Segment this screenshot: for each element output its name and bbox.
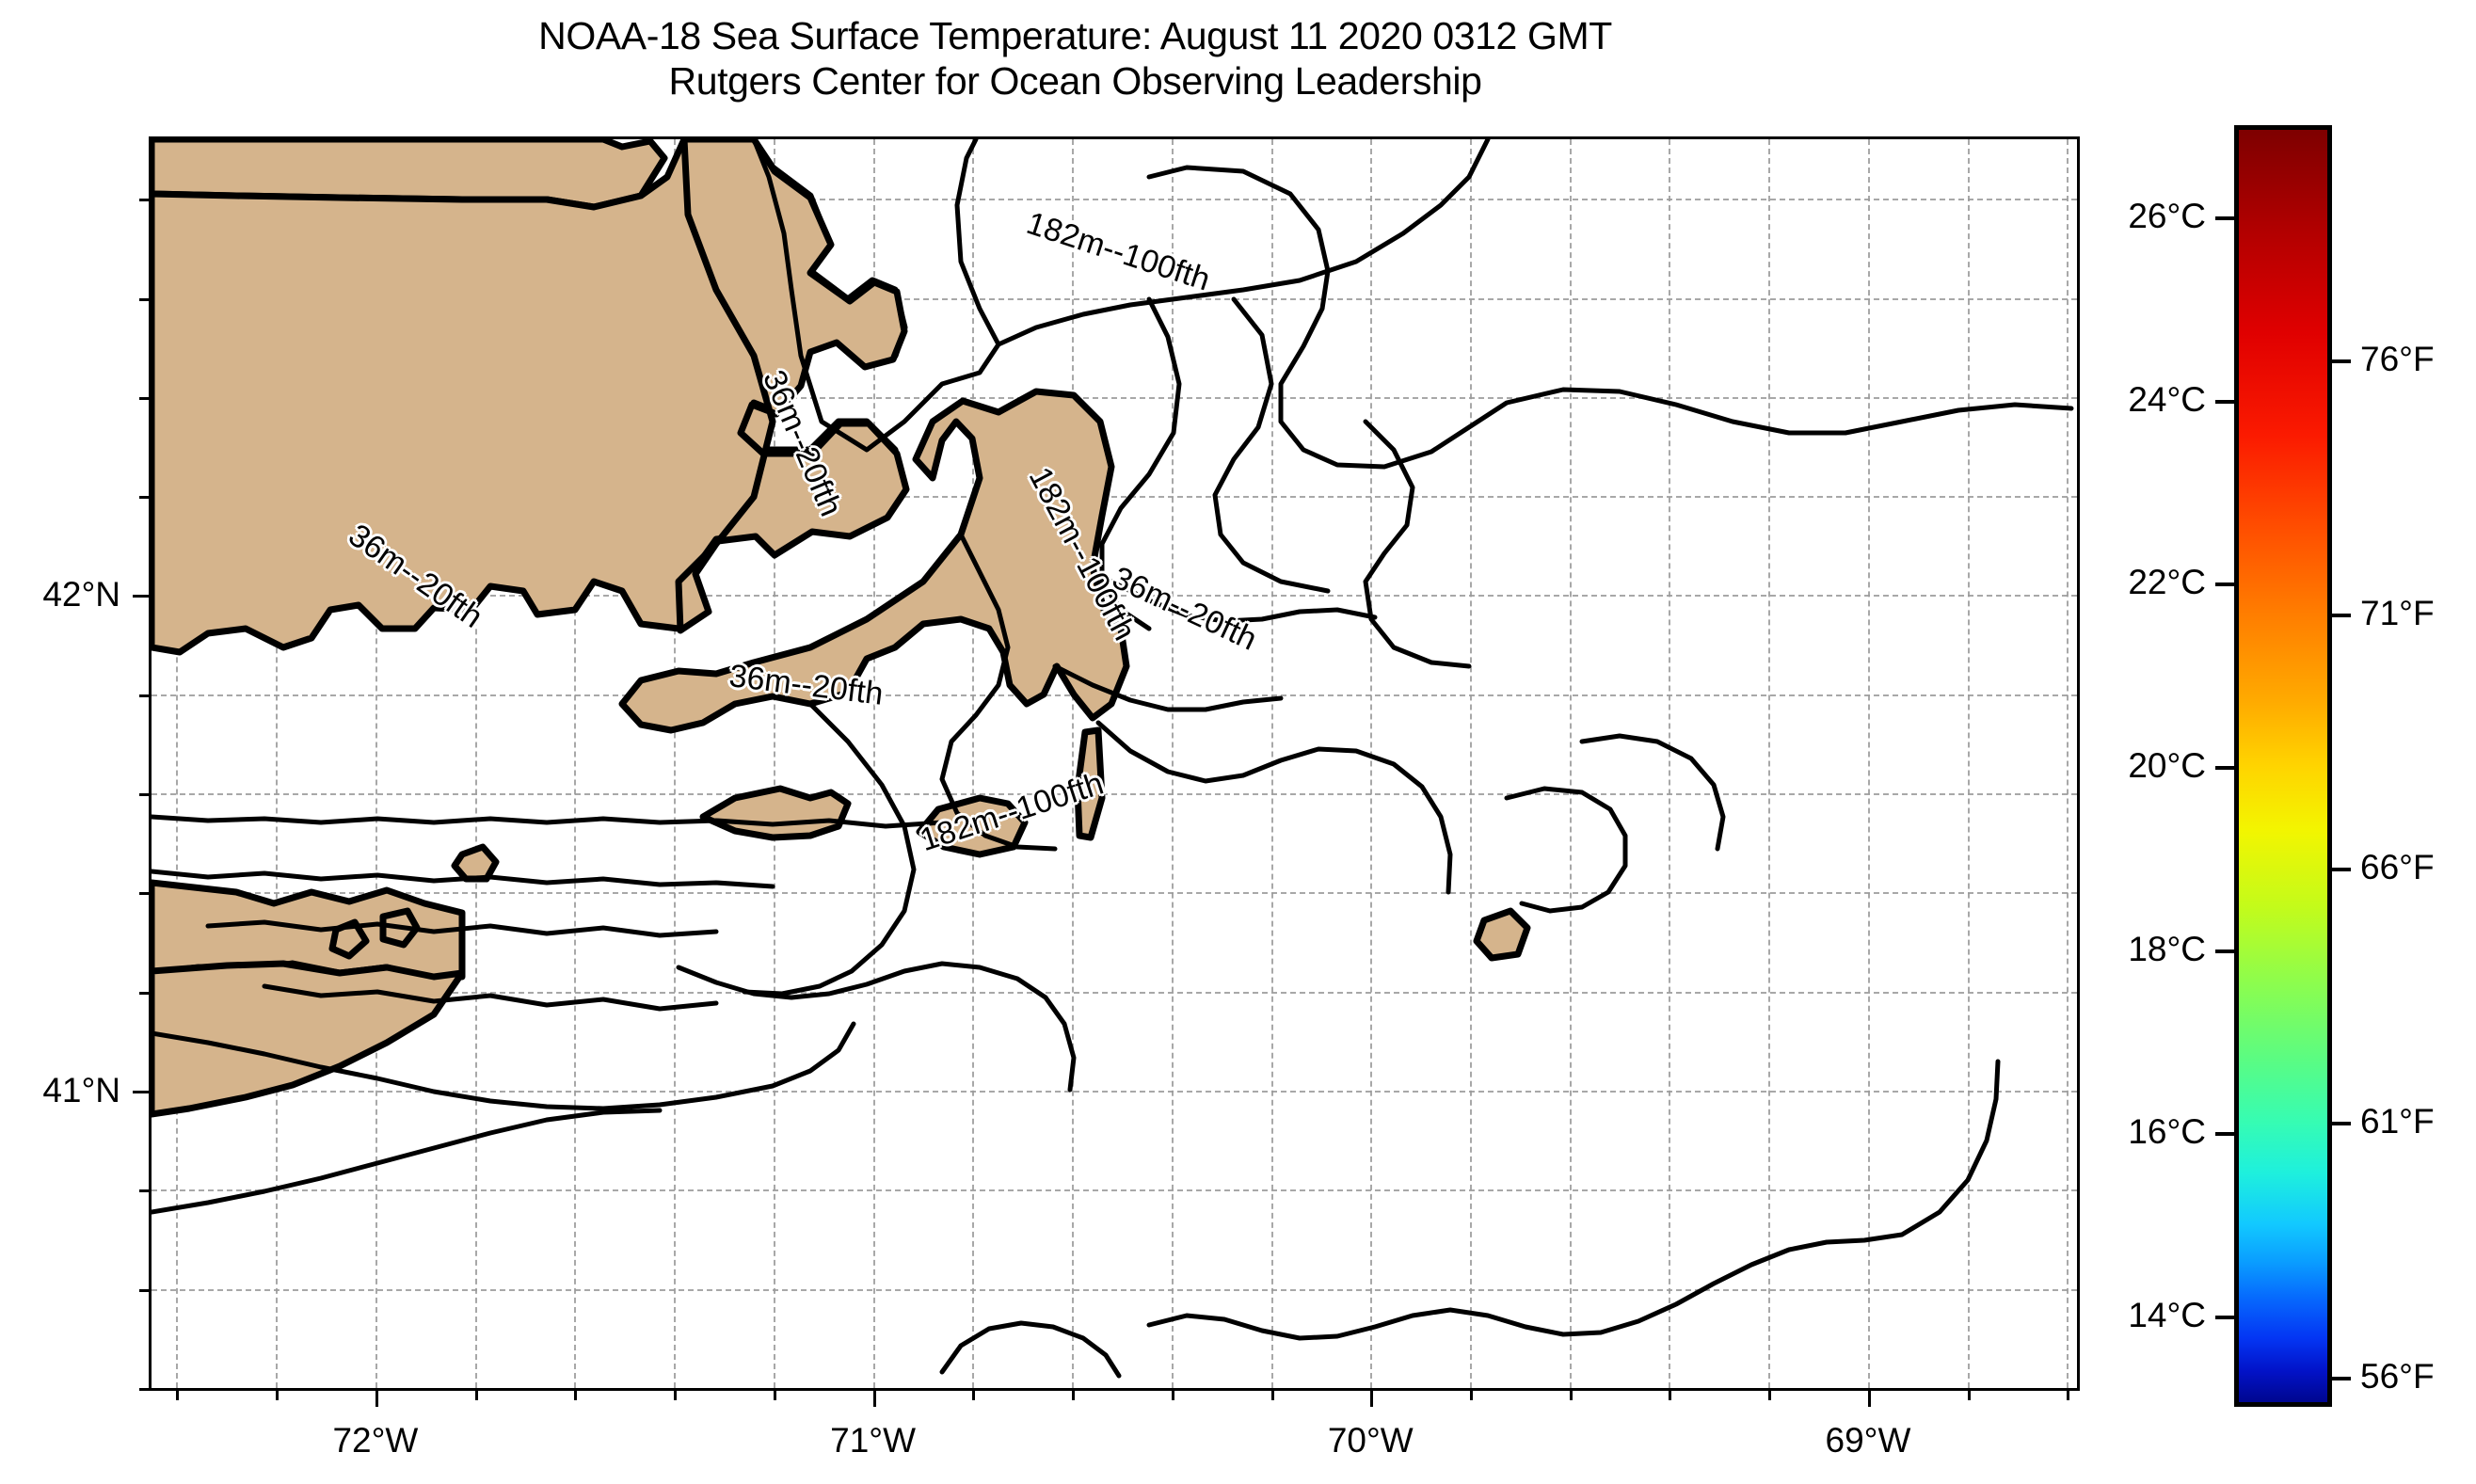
colorbar-label-celsius: 22°C: [2128, 563, 2206, 602]
x-axis-label: 71°W: [830, 1421, 917, 1460]
title-line-2: Rutgers Center for Ocean Observing Leade…: [668, 59, 1482, 103]
land-mask: [152, 139, 1531, 1118]
y-axis-major-tick: [133, 1091, 149, 1094]
y-axis-minor-tick: [139, 1189, 149, 1193]
map-canvas: 182m--100fth 182m--100fth 36m--20fth 36m--2…: [152, 139, 2077, 1388]
x-axis-major-tick: [872, 1391, 876, 1407]
colorbar-tick-fahrenheit: [2332, 868, 2351, 872]
figure-title: NOAA-18 Sea Surface Temperature: August …: [0, 13, 2150, 104]
y-axis-minor-tick: [139, 694, 149, 697]
colorbar-tick-celsius: [2215, 582, 2234, 587]
colorbar-tick-celsius: [2215, 766, 2234, 770]
x-axis-minor-tick: [1669, 1391, 1672, 1400]
y-axis-minor-tick: [139, 991, 149, 995]
map-axes[interactable]: 182m--100fth 182m--100fth 36m--20fth 36m--2…: [149, 136, 2080, 1391]
colorbar-label-celsius: 16°C: [2128, 1112, 2206, 1152]
y-axis-label: 42°N: [42, 575, 120, 614]
bathymetry-contours: [152, 139, 2074, 1379]
colorbar-tick-fahrenheit: [2332, 1122, 2351, 1126]
y-axis-minor-tick: [139, 1388, 149, 1391]
x-axis-minor-tick: [1470, 1391, 1473, 1400]
title-line-1: NOAA-18 Sea Surface Temperature: August …: [538, 14, 1612, 57]
x-axis-minor-tick: [773, 1391, 776, 1400]
colorbar-label-fahrenheit: 76°F: [2360, 339, 2435, 378]
x-axis-label: 69°W: [1825, 1421, 1911, 1460]
y-axis-major-tick: [133, 595, 149, 598]
y-axis-minor-tick: [139, 892, 149, 896]
colorbar-tick-celsius: [2215, 949, 2234, 953]
y-axis-minor-tick: [139, 199, 149, 202]
colorbar-label-celsius: 14°C: [2128, 1295, 2206, 1334]
x-axis-minor-tick: [1270, 1391, 1274, 1400]
x-axis-label: 72°W: [332, 1421, 419, 1460]
x-axis-minor-tick: [1569, 1391, 1573, 1400]
coastline-bathymetry-svg: [152, 139, 2074, 1379]
y-axis-minor-tick: [139, 396, 149, 400]
colorbar-label-fahrenheit: 66°F: [2360, 848, 2435, 887]
y-axis-minor-tick: [139, 496, 149, 500]
x-axis-major-tick: [1867, 1391, 1871, 1407]
colorbar-tick-celsius: [2215, 399, 2234, 404]
colorbar-label-celsius: 24°C: [2128, 379, 2206, 419]
colorbar-label-fahrenheit: 71°F: [2360, 593, 2435, 632]
colorbar-label-fahrenheit: 61°F: [2360, 1102, 2435, 1141]
colorbar[interactable]: 26°C 24°C 22°C 20°C 18°C 16°C 14°C 76°F 71°F 66°F…: [2128, 125, 2435, 1407]
colorbar-label-fahrenheit: 56°F: [2360, 1356, 2435, 1396]
x-axis-label: 70°W: [1327, 1421, 1414, 1460]
x-axis-minor-tick: [474, 1391, 478, 1400]
x-axis-minor-tick: [674, 1391, 678, 1400]
colorbar-tick-celsius: [2215, 1132, 2234, 1137]
colorbar-tick-fahrenheit: [2332, 1376, 2351, 1380]
x-axis-minor-tick: [1967, 1391, 1971, 1400]
x-axis-major-tick: [1370, 1391, 1374, 1407]
x-axis-minor-tick: [1072, 1391, 1076, 1400]
colorbar-label-celsius: 20°C: [2128, 746, 2206, 785]
x-axis-minor-tick: [1768, 1391, 1772, 1400]
colorbar-label-celsius: 26°C: [2128, 197, 2206, 236]
x-axis-minor-tick: [176, 1391, 180, 1400]
x-axis-minor-tick: [2067, 1391, 2070, 1400]
colorbar-tick-fahrenheit: [2332, 613, 2351, 617]
colorbar-label-celsius: 18°C: [2128, 929, 2206, 968]
y-axis-minor-tick: [139, 793, 149, 797]
y-axis-label: 41°N: [42, 1071, 120, 1110]
x-axis-minor-tick: [574, 1391, 578, 1400]
x-axis-minor-tick: [972, 1391, 976, 1400]
x-axis-minor-tick: [276, 1391, 280, 1400]
colorbar-tick-celsius: [2215, 1315, 2234, 1319]
y-axis-minor-tick: [139, 1288, 149, 1292]
x-axis-minor-tick: [1171, 1391, 1174, 1400]
colorbar-tick-celsius: [2215, 216, 2234, 221]
colorbar-tick-fahrenheit: [2332, 359, 2351, 363]
y-axis-minor-tick: [139, 297, 149, 301]
x-axis-major-tick: [375, 1391, 378, 1407]
colorbar-gradient: [2234, 125, 2332, 1407]
